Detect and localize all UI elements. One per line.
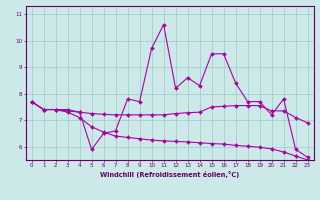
- X-axis label: Windchill (Refroidissement éolien,°C): Windchill (Refroidissement éolien,°C): [100, 171, 239, 178]
